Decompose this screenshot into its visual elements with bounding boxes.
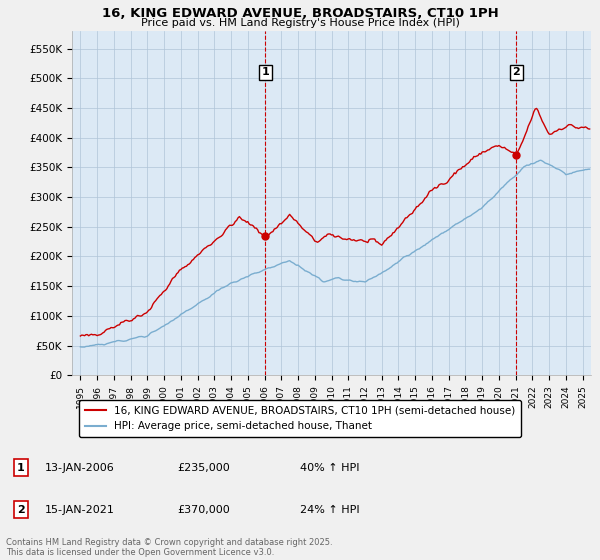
Text: 24% ↑ HPI: 24% ↑ HPI	[300, 505, 359, 515]
Text: 15-JAN-2021: 15-JAN-2021	[45, 505, 115, 515]
Text: Contains HM Land Registry data © Crown copyright and database right 2025.
This d: Contains HM Land Registry data © Crown c…	[6, 538, 332, 557]
Text: Price paid vs. HM Land Registry's House Price Index (HPI): Price paid vs. HM Land Registry's House …	[140, 18, 460, 28]
Text: 2: 2	[17, 505, 25, 515]
Legend: 16, KING EDWARD AVENUE, BROADSTAIRS, CT10 1PH (semi-detached house), HPI: Averag: 16, KING EDWARD AVENUE, BROADSTAIRS, CT1…	[79, 400, 521, 437]
Text: 16, KING EDWARD AVENUE, BROADSTAIRS, CT10 1PH: 16, KING EDWARD AVENUE, BROADSTAIRS, CT1…	[101, 7, 499, 20]
Text: 13-JAN-2006: 13-JAN-2006	[45, 463, 115, 473]
Text: £370,000: £370,000	[177, 505, 230, 515]
Text: 1: 1	[262, 67, 269, 77]
Text: 40% ↑ HPI: 40% ↑ HPI	[300, 463, 359, 473]
Text: £235,000: £235,000	[177, 463, 230, 473]
Text: 1: 1	[17, 463, 25, 473]
Text: 2: 2	[512, 67, 520, 77]
